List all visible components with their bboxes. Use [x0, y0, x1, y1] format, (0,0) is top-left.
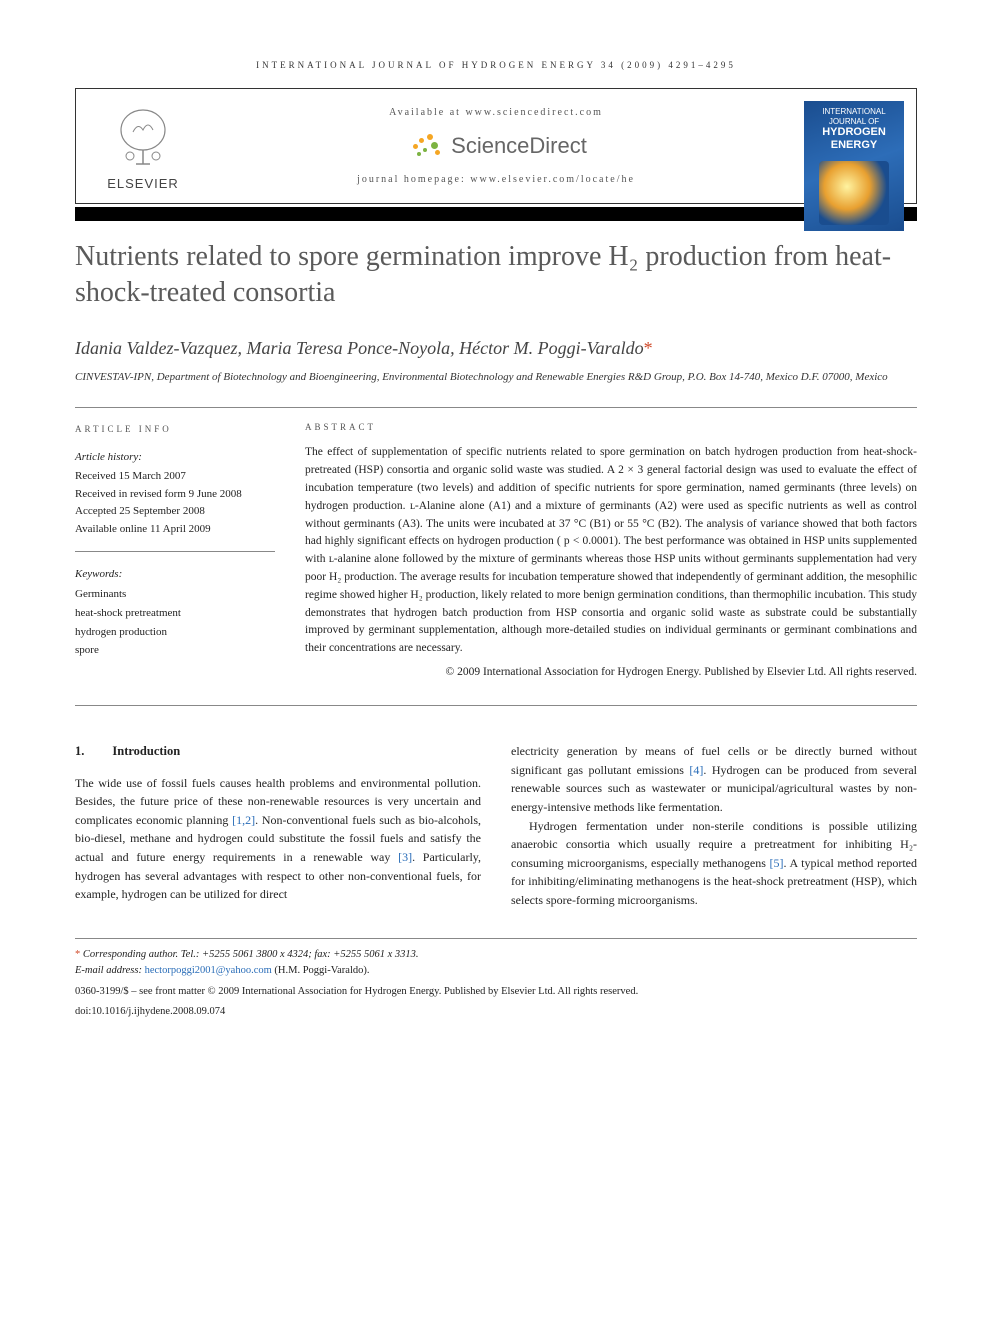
elsevier-logo: ELSEVIER	[88, 101, 198, 191]
section-title: Introduction	[112, 742, 180, 761]
corresponding-author-marker: *	[644, 338, 653, 358]
abstract-column: ABSTRACT The effect of supplementation o…	[305, 422, 917, 681]
homepage-url[interactable]: www.elsevier.com/locate/he	[470, 174, 635, 185]
accepted-date: Accepted 25 September 2008	[75, 503, 275, 521]
authors-line: Idania Valdez-Vazquez, Maria Teresa Ponc…	[75, 338, 917, 359]
reference-link[interactable]: [5]	[770, 856, 784, 870]
article-info-column: ARTICLE INFO Article history: Received 1…	[75, 422, 275, 681]
keyword-item: heat-shock pretreatment	[75, 604, 275, 623]
article-info-heading: ARTICLE INFO	[75, 422, 275, 436]
body-paragraph: The wide use of fossil fuels causes heal…	[75, 774, 481, 904]
sciencedirect-logo: ScienceDirect	[216, 132, 776, 160]
reference-link[interactable]: [1,2]	[232, 813, 255, 827]
available-at-text: Available at www.sciencedirect.com	[216, 107, 776, 118]
doi-line: doi:10.1016/j.ijhydene.2008.09.074	[75, 1004, 917, 1020]
reference-link[interactable]: [3]	[398, 850, 412, 864]
section-heading-introduction: 1. Introduction	[75, 742, 481, 761]
email-person: (H.M. Poggi-Varaldo).	[272, 965, 370, 976]
abstract-copyright: © 2009 International Association for Hyd…	[305, 664, 917, 681]
keywords-list: Germinants heat-shock pretreatment hydro…	[75, 585, 275, 660]
keywords-label: Keywords:	[75, 566, 275, 584]
cover-title-line1: INTERNATIONAL JOURNAL OF	[810, 107, 898, 126]
journal-homepage-line: journal homepage: www.elsevier.com/locat…	[216, 174, 776, 185]
homepage-label: journal homepage:	[357, 174, 470, 185]
divider-line	[75, 407, 917, 408]
keyword-item: Germinants	[75, 585, 275, 604]
cover-title: INTERNATIONAL JOURNAL OF HYDROGEN ENERGY	[810, 107, 898, 153]
journal-header-box: ELSEVIER Available at www.sciencedirect.…	[75, 88, 917, 204]
elsevier-tree-icon	[108, 102, 178, 172]
abstract-heading: ABSTRACT	[305, 422, 917, 432]
cover-title-line3: ENERGY	[810, 139, 898, 152]
body-column-right: electricity generation by means of fuel …	[511, 742, 917, 909]
corresponding-author-footnote: * Corresponding author. Tel.: +5255 5061…	[75, 947, 917, 964]
corresponding-text: Corresponding author. Tel.: +5255 5061 3…	[83, 949, 419, 960]
email-link[interactable]: hectorpoggi2001@yahoo.com	[145, 965, 272, 976]
abstract-text: The effect of supplementation of specifi…	[305, 444, 917, 658]
body-paragraph: electricity generation by means of fuel …	[511, 742, 917, 816]
article-title: Nutrients related to spore germination i…	[75, 239, 917, 312]
black-divider-bar	[75, 207, 917, 221]
authors-names: Idania Valdez-Vazquez, Maria Teresa Ponc…	[75, 338, 644, 358]
body-column-left: 1. Introduction The wide use of fossil f…	[75, 742, 481, 909]
journal-cover-thumbnail: INTERNATIONAL JOURNAL OF HYDROGEN ENERGY	[804, 101, 904, 231]
received-date: Received 15 March 2007	[75, 468, 275, 486]
elsevier-wordmark: ELSEVIER	[107, 176, 179, 191]
body-paragraph: Hydrogen fermentation under non-sterile …	[511, 817, 917, 910]
revised-date: Received in revised form 9 June 2008	[75, 486, 275, 504]
keyword-item: spore	[75, 641, 275, 660]
star-icon: *	[75, 949, 83, 960]
section-number: 1.	[75, 742, 84, 761]
sciencedirect-dots-icon	[405, 132, 445, 160]
reference-link[interactable]: [4]	[689, 763, 703, 777]
email-label: E-mail address:	[75, 965, 145, 976]
cover-title-line2: HYDROGEN	[810, 126, 898, 139]
affiliation: CINVESTAV-IPN, Department of Biotechnolo…	[75, 369, 917, 386]
divider-line	[75, 705, 917, 706]
history-label: Article history:	[75, 449, 275, 467]
email-footnote: E-mail address: hectorpoggi2001@yahoo.co…	[75, 963, 917, 980]
cover-image	[819, 161, 889, 225]
sciencedirect-wordmark: ScienceDirect	[451, 133, 587, 159]
issn-copyright-line: 0360-3199/$ – see front matter © 2009 In…	[75, 984, 917, 1000]
footnotes: * Corresponding author. Tel.: +5255 5061…	[75, 938, 917, 1020]
running-header: INTERNATIONAL JOURNAL OF HYDROGEN ENERGY…	[75, 60, 917, 70]
online-date: Available online 11 April 2009	[75, 521, 275, 539]
keyword-item: hydrogen production	[75, 623, 275, 642]
